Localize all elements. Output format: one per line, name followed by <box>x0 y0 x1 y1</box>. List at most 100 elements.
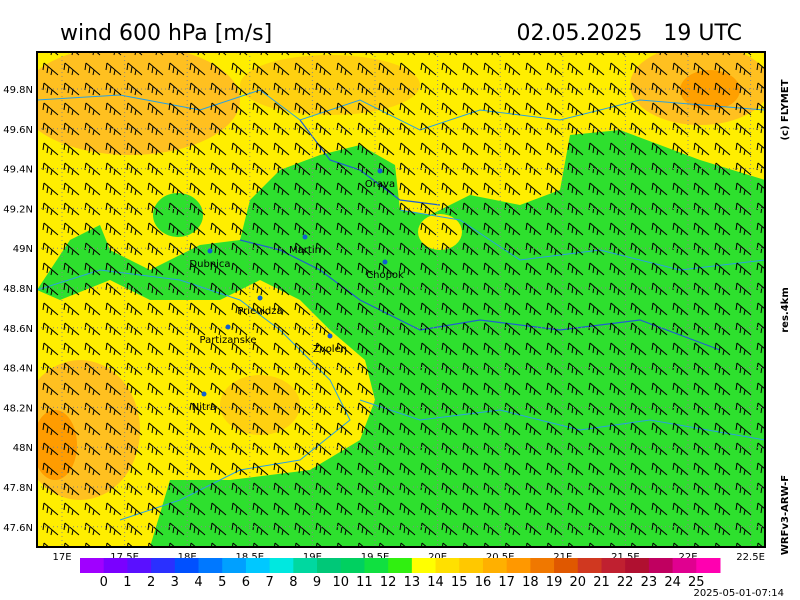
lon-label: 19.5E <box>361 552 390 563</box>
lat-label: 48.6N <box>3 324 33 335</box>
city-marker <box>377 168 383 174</box>
colorbar-swatch <box>364 558 389 573</box>
colorbar-label: 1 <box>123 575 131 590</box>
map-field <box>37 52 765 547</box>
colorbar-swatch <box>577 558 602 573</box>
lat-label: 49.6N <box>3 125 33 136</box>
lon-label: 22.5E <box>736 552 765 563</box>
colorbar-label: 6 <box>242 575 250 590</box>
lon-label: 20E <box>428 552 447 563</box>
city-label: Orava <box>365 179 395 190</box>
colorbar-label: 23 <box>641 575 658 590</box>
colorbar-label: 12 <box>380 575 397 590</box>
colorbar-label: 11 <box>356 575 373 590</box>
model: WRFv3-ARW-F <box>780 475 791 555</box>
city-marker <box>327 333 333 339</box>
lat-label: 49N <box>13 244 33 255</box>
colorbar-label: 21 <box>593 575 610 590</box>
colorbar-label: 0 <box>100 575 108 590</box>
colorbar-label: 15 <box>451 575 468 590</box>
colorbar-label: 9 <box>313 575 321 590</box>
colorbar-swatch <box>530 558 555 573</box>
colorbar-swatch <box>151 558 176 573</box>
colorbar-label: 20 <box>570 575 587 590</box>
colorbar-swatch <box>459 558 484 573</box>
date: 02.05.2025 19 UTC <box>516 21 742 46</box>
colorbar-label: 7 <box>265 575 273 590</box>
city-label: Dubnica <box>189 259 230 270</box>
colorbar-label: 14 <box>427 575 444 590</box>
colorbar-swatch <box>80 558 105 573</box>
colorbar-swatch <box>293 558 318 573</box>
colorbar-label: 24 <box>664 575 681 590</box>
map-frame <box>36 51 766 548</box>
wind-barbs <box>37 52 765 547</box>
city-marker <box>257 295 263 301</box>
colorbar-swatch <box>482 558 508 573</box>
lat-label: 48N <box>13 443 33 454</box>
colorbar-label: 22 <box>617 575 634 590</box>
city-marker <box>302 234 308 240</box>
lat-label: 49.4N <box>3 165 33 176</box>
colorbar-swatch <box>388 558 413 573</box>
lat-label: 48.8N <box>3 284 33 295</box>
colorbar-swatch <box>340 558 365 573</box>
colorbar-label: 4 <box>194 575 202 590</box>
lon-label: 17E <box>52 552 71 563</box>
colorbar-swatch <box>648 558 674 573</box>
city-marker <box>225 324 231 330</box>
city-marker <box>207 248 213 254</box>
colorbar-label: 3 <box>171 575 179 590</box>
timestamp: 2025-05-01-07:14 <box>693 588 784 599</box>
city-label: Prievidza <box>237 306 282 317</box>
colorbar-swatch <box>601 558 626 573</box>
lon-label: 22E <box>678 552 697 563</box>
colorbar-swatch <box>554 558 579 573</box>
lon-label: 21E <box>553 552 572 563</box>
colorbar-swatch <box>269 558 294 573</box>
colorbar-swatch <box>245 558 271 573</box>
colorbar-label: 13 <box>404 575 421 590</box>
colorbar-swatch <box>696 558 721 573</box>
lat-label: 47.6N <box>3 523 33 534</box>
colorbar-swatch <box>672 558 697 573</box>
colorbar-label: 2 <box>147 575 155 590</box>
graticule <box>37 52 765 547</box>
colorbar-label: 18 <box>522 575 539 590</box>
colorbar-swatch <box>174 558 200 573</box>
city-label: Zvolen <box>313 344 347 355</box>
colorbar-label: 17 <box>498 575 515 590</box>
colorbar-swatch <box>435 558 460 573</box>
colorbar-swatch <box>625 558 650 573</box>
credit: (c) FLYMET <box>780 79 791 140</box>
colorbar-label: 16 <box>475 575 492 590</box>
colorbar-swatch <box>506 558 531 573</box>
city-label: Martin <box>289 245 321 256</box>
city-marker <box>201 391 207 397</box>
lat-label: 48.4N <box>3 364 33 375</box>
lat-label: 49.8N <box>3 85 33 96</box>
colorbar-swatch <box>127 558 152 573</box>
lon-label: 19E <box>303 552 322 563</box>
lat-label: 48.2N <box>3 403 33 414</box>
city-marker <box>382 259 388 265</box>
city-label: Partizanske <box>199 335 256 346</box>
title: wind 600 hPa [m/s] <box>60 21 272 46</box>
lon-label: 18.5E <box>236 552 265 563</box>
lon-label: 18E <box>178 552 197 563</box>
colorbar-swatch <box>317 558 342 573</box>
colorbar-swatch <box>198 558 223 573</box>
lon-label: 20.5E <box>486 552 515 563</box>
lat-label: 49.2N <box>3 204 33 215</box>
colorbar-label: 8 <box>289 575 297 590</box>
resolution: res.4km <box>780 287 791 333</box>
colorbar-label: 5 <box>218 575 226 590</box>
colorbar-label: 25 <box>688 575 705 590</box>
lat-label: 47.8N <box>3 483 33 494</box>
city-label: Nitra <box>192 402 216 413</box>
lon-label: 21.5E <box>611 552 640 563</box>
colorbar-label: 10 <box>332 575 349 590</box>
colorbar-swatch <box>222 558 247 573</box>
colorbar-label: 19 <box>546 575 563 590</box>
